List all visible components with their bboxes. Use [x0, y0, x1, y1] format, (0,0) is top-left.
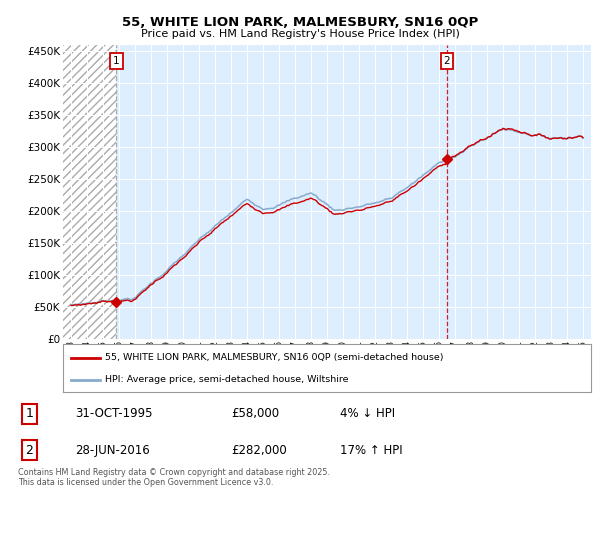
Text: 2: 2	[25, 444, 33, 456]
Text: 1: 1	[113, 56, 119, 66]
Text: 55, WHITE LION PARK, MALMESBURY, SN16 0QP (semi-detached house): 55, WHITE LION PARK, MALMESBURY, SN16 0Q…	[105, 353, 444, 362]
Text: £282,000: £282,000	[231, 444, 287, 456]
Bar	[63, 45, 116, 339]
Text: Contains HM Land Registry data © Crown copyright and database right 2025.
This d: Contains HM Land Registry data © Crown c…	[18, 468, 330, 487]
Text: £58,000: £58,000	[231, 407, 279, 420]
Text: 4% ↓ HPI: 4% ↓ HPI	[340, 407, 395, 420]
Text: 1: 1	[25, 407, 33, 420]
Text: HPI: Average price, semi-detached house, Wiltshire: HPI: Average price, semi-detached house,…	[105, 375, 349, 384]
Bar	[63, 45, 116, 339]
Text: 55, WHITE LION PARK, MALMESBURY, SN16 0QP: 55, WHITE LION PARK, MALMESBURY, SN16 0Q…	[122, 16, 478, 29]
Text: 2: 2	[443, 56, 451, 66]
Text: Price paid vs. HM Land Registry's House Price Index (HPI): Price paid vs. HM Land Registry's House …	[140, 29, 460, 39]
Text: 17% ↑ HPI: 17% ↑ HPI	[340, 444, 403, 456]
Text: 28-JUN-2016: 28-JUN-2016	[76, 444, 150, 456]
Text: 31-OCT-1995: 31-OCT-1995	[76, 407, 153, 420]
